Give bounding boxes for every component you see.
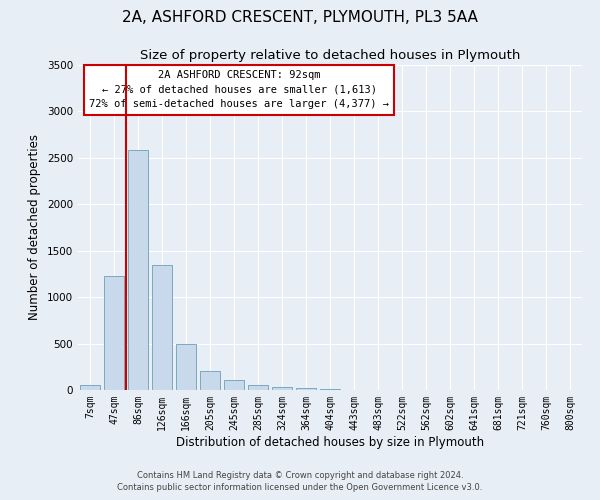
Bar	[80, 386, 100, 390]
Bar	[272, 387, 292, 390]
Bar	[296, 388, 316, 390]
Text: Contains HM Land Registry data © Crown copyright and database right 2024.
Contai: Contains HM Land Registry data © Crown c…	[118, 471, 482, 492]
X-axis label: Distribution of detached houses by size in Plymouth: Distribution of detached houses by size …	[176, 436, 484, 448]
Text: 2A ASHFORD CRESCENT: 92sqm
← 27% of detached houses are smaller (1,613)
72% of s: 2A ASHFORD CRESCENT: 92sqm ← 27% of deta…	[89, 70, 389, 110]
Text: 2A, ASHFORD CRESCENT, PLYMOUTH, PL3 5AA: 2A, ASHFORD CRESCENT, PLYMOUTH, PL3 5AA	[122, 10, 478, 25]
Title: Size of property relative to detached houses in Plymouth: Size of property relative to detached ho…	[140, 50, 520, 62]
Bar	[176, 344, 196, 390]
Y-axis label: Number of detached properties: Number of detached properties	[28, 134, 41, 320]
Bar	[200, 372, 220, 390]
Bar	[128, 150, 148, 390]
Bar	[152, 264, 172, 390]
Bar	[320, 389, 340, 390]
Bar	[104, 276, 124, 390]
Bar	[224, 380, 244, 390]
Bar	[248, 386, 268, 390]
